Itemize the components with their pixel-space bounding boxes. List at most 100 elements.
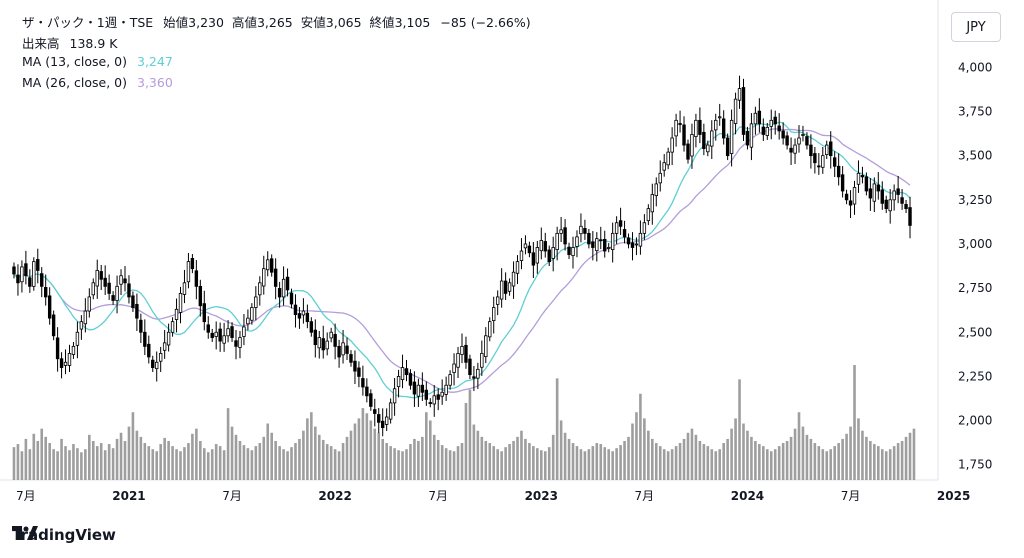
candle-body bbox=[884, 199, 888, 210]
volume-bar bbox=[52, 449, 55, 480]
volume-bar bbox=[730, 428, 733, 480]
tradingview-logo[interactable]: TradingView bbox=[12, 526, 116, 544]
volume-bar bbox=[785, 440, 789, 480]
candle-body bbox=[67, 353, 72, 366]
volume-bar bbox=[290, 447, 293, 480]
volume-bar bbox=[861, 430, 864, 480]
volume-bar bbox=[214, 444, 218, 480]
candle-body bbox=[733, 98, 738, 124]
candle-body bbox=[606, 247, 611, 249]
candle-body bbox=[789, 147, 793, 153]
candle-body bbox=[214, 331, 218, 337]
volume-bar bbox=[310, 412, 313, 480]
candle-body bbox=[16, 274, 20, 284]
candle-body bbox=[384, 416, 389, 425]
volume-bar bbox=[492, 446, 496, 480]
volume-bar bbox=[349, 430, 353, 480]
candle-body bbox=[551, 247, 555, 259]
candle-body bbox=[373, 409, 377, 414]
candle-body bbox=[139, 319, 143, 333]
volume-bar bbox=[547, 447, 551, 480]
volume-bar bbox=[758, 444, 761, 480]
price-tick-label: 4,000 bbox=[958, 60, 992, 74]
candle-body bbox=[277, 288, 282, 298]
volume-bar bbox=[68, 450, 71, 480]
volume-bar bbox=[151, 449, 155, 480]
volume-bar bbox=[99, 443, 103, 480]
volume-bar bbox=[325, 444, 329, 480]
volume-bar bbox=[306, 418, 309, 480]
candle-body bbox=[535, 247, 540, 264]
volume-bar bbox=[258, 443, 262, 480]
volume-bar bbox=[765, 449, 769, 480]
candle-body bbox=[349, 354, 353, 363]
volume-label: 出来高 bbox=[22, 36, 60, 51]
time-tick-label: 2024 bbox=[731, 489, 764, 503]
volume-bar bbox=[797, 412, 801, 480]
volume-bar bbox=[524, 438, 527, 480]
volume-bar bbox=[619, 445, 622, 480]
ma26-legend[interactable]: MA (26, close, 0) 3,360 bbox=[22, 75, 173, 90]
candle-body bbox=[666, 151, 670, 166]
candle-body bbox=[123, 278, 127, 284]
candle-body bbox=[848, 200, 853, 206]
candle-body bbox=[313, 329, 318, 346]
change-value: −85 (−2.66%) bbox=[440, 15, 531, 30]
candle-body bbox=[416, 384, 421, 397]
ma13-legend[interactable]: MA (13, close, 0) 3,247 bbox=[22, 54, 173, 69]
volume-bar bbox=[413, 438, 416, 480]
candle-body bbox=[75, 331, 80, 346]
candle-body bbox=[174, 308, 179, 320]
price-tick-label: 3,000 bbox=[958, 237, 992, 251]
brand-name: TradingView bbox=[12, 526, 116, 544]
candle-body bbox=[650, 194, 655, 213]
volume-bar bbox=[773, 449, 777, 480]
volume-bar bbox=[436, 439, 440, 480]
candle-body bbox=[436, 394, 440, 400]
volume-bar bbox=[488, 443, 492, 480]
volume-bar bbox=[365, 413, 369, 480]
candle-body bbox=[801, 134, 805, 136]
price-tick-label: 3,250 bbox=[958, 193, 992, 207]
volume-bar bbox=[238, 440, 242, 480]
volume-bar bbox=[321, 439, 325, 480]
candle-body bbox=[614, 222, 619, 234]
volume-legend: 出来高 138.9 K bbox=[22, 33, 117, 52]
candle-body bbox=[190, 258, 195, 270]
candle-body bbox=[321, 338, 325, 351]
candle-body bbox=[369, 393, 373, 407]
currency-button[interactable]: JPY bbox=[951, 12, 1001, 42]
volume-bar bbox=[155, 451, 159, 480]
candle-body bbox=[793, 144, 797, 154]
volume-bar bbox=[567, 438, 571, 480]
volume-bar bbox=[111, 448, 115, 480]
volume-bar bbox=[361, 408, 365, 480]
candle-body bbox=[503, 280, 508, 294]
candle-body bbox=[702, 131, 706, 149]
volume-bar bbox=[678, 443, 682, 480]
volume-bar bbox=[234, 434, 238, 480]
price-tick-label: 3,750 bbox=[958, 105, 992, 119]
volume-bar bbox=[266, 423, 270, 480]
volume-bar bbox=[357, 418, 361, 480]
candle-body bbox=[527, 245, 532, 254]
volume-bar bbox=[242, 445, 246, 480]
volume-bar bbox=[722, 443, 725, 480]
volume-bar bbox=[389, 446, 392, 480]
candle-body bbox=[377, 414, 381, 423]
volume-bar bbox=[876, 446, 880, 480]
volume-bar bbox=[762, 446, 765, 480]
volume-bar bbox=[595, 443, 599, 480]
candle-body bbox=[452, 363, 456, 373]
candle-body bbox=[230, 326, 234, 338]
volume-bar bbox=[912, 428, 916, 480]
volume-bar bbox=[337, 451, 341, 480]
volume-bar bbox=[262, 436, 266, 480]
price-tick-label: 2,250 bbox=[958, 369, 992, 383]
candle-body bbox=[737, 88, 742, 101]
volume-bar bbox=[135, 430, 139, 480]
volume-bar bbox=[504, 447, 507, 480]
candle-body bbox=[12, 266, 16, 275]
